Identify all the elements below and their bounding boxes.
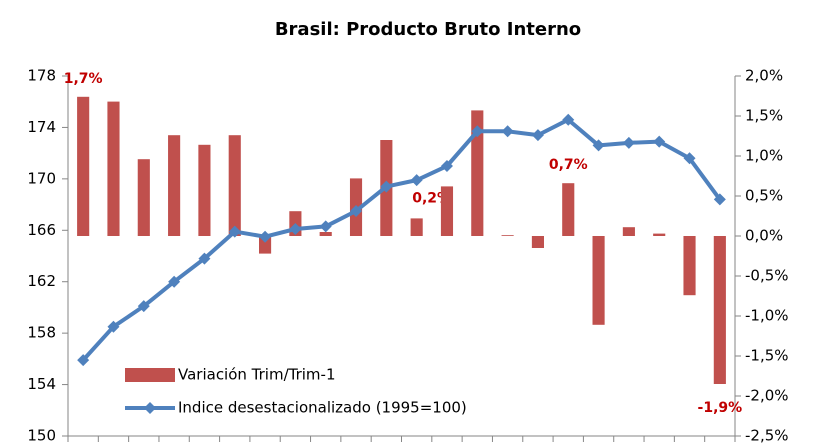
marker — [622, 136, 635, 149]
bar — [440, 186, 454, 236]
bar — [410, 218, 423, 236]
legend-swatch — [125, 368, 175, 382]
marker — [653, 135, 666, 148]
bar — [228, 135, 241, 236]
marker — [350, 205, 363, 217]
y-tick-label: 174 — [27, 118, 56, 136]
marker — [198, 252, 211, 265]
y2-tick-label: -1,5% — [745, 347, 789, 365]
y-tick-label: 178 — [27, 67, 56, 85]
bar — [653, 233, 666, 236]
marker — [683, 152, 696, 165]
marker — [228, 225, 241, 238]
marker — [289, 223, 302, 235]
bar — [168, 135, 181, 236]
legend-swatch — [144, 402, 156, 414]
y2-tick-label: -0,5% — [745, 267, 789, 285]
y2-tick-label: 1,5% — [745, 107, 783, 125]
marker — [562, 113, 575, 126]
y-tick-label: 170 — [27, 169, 56, 187]
marker — [531, 129, 544, 142]
y2-tick-label: -2,0% — [745, 387, 789, 405]
marker — [440, 160, 453, 172]
marker — [107, 320, 120, 333]
legend-label: Variación Trim/Trim-1 — [178, 366, 336, 384]
bar — [562, 183, 575, 236]
marker — [501, 125, 514, 138]
legend-label: Indice desestacionalizado (1995=100) — [178, 399, 467, 417]
y2-tick-label: -2,5% — [745, 427, 789, 443]
y2-tick-label: 1,0% — [745, 147, 783, 165]
data-label: 1,7% — [64, 71, 103, 87]
marker — [380, 180, 393, 193]
bar — [137, 159, 150, 236]
bar — [501, 235, 514, 236]
bar — [198, 144, 211, 236]
marker — [410, 174, 423, 187]
y-tick-label: 158 — [27, 324, 56, 342]
line — [81, 117, 722, 362]
marker — [592, 139, 605, 152]
bar — [319, 232, 332, 236]
bar — [77, 96, 90, 236]
y-tick-label: 166 — [27, 221, 56, 239]
y2-tick-label: 0,0% — [745, 227, 783, 245]
bar — [622, 227, 635, 236]
marker — [77, 354, 90, 367]
data-label: -1,9% — [698, 400, 743, 416]
bar — [107, 101, 120, 236]
marker — [168, 275, 181, 288]
bar — [683, 236, 696, 296]
bar — [471, 110, 484, 236]
marker — [713, 193, 726, 206]
y2-tick-label: 2,0% — [745, 67, 783, 85]
y-tick-label: 150 — [27, 427, 56, 443]
chart-title: Brasil: Producto Bruto Interno — [275, 19, 581, 40]
bar — [259, 236, 272, 254]
data-label: 0,7% — [549, 157, 588, 173]
y-tick-label: 162 — [27, 272, 56, 290]
y-tick-label: 154 — [27, 375, 56, 393]
marker — [259, 230, 272, 243]
marker — [319, 220, 332, 233]
marker — [137, 300, 150, 313]
bar — [713, 236, 726, 384]
y2-tick-label: 0,5% — [745, 187, 783, 205]
marker — [471, 125, 484, 138]
bar — [592, 236, 605, 325]
y2-tick-label: -1,0% — [745, 307, 789, 325]
bar — [531, 236, 544, 248]
